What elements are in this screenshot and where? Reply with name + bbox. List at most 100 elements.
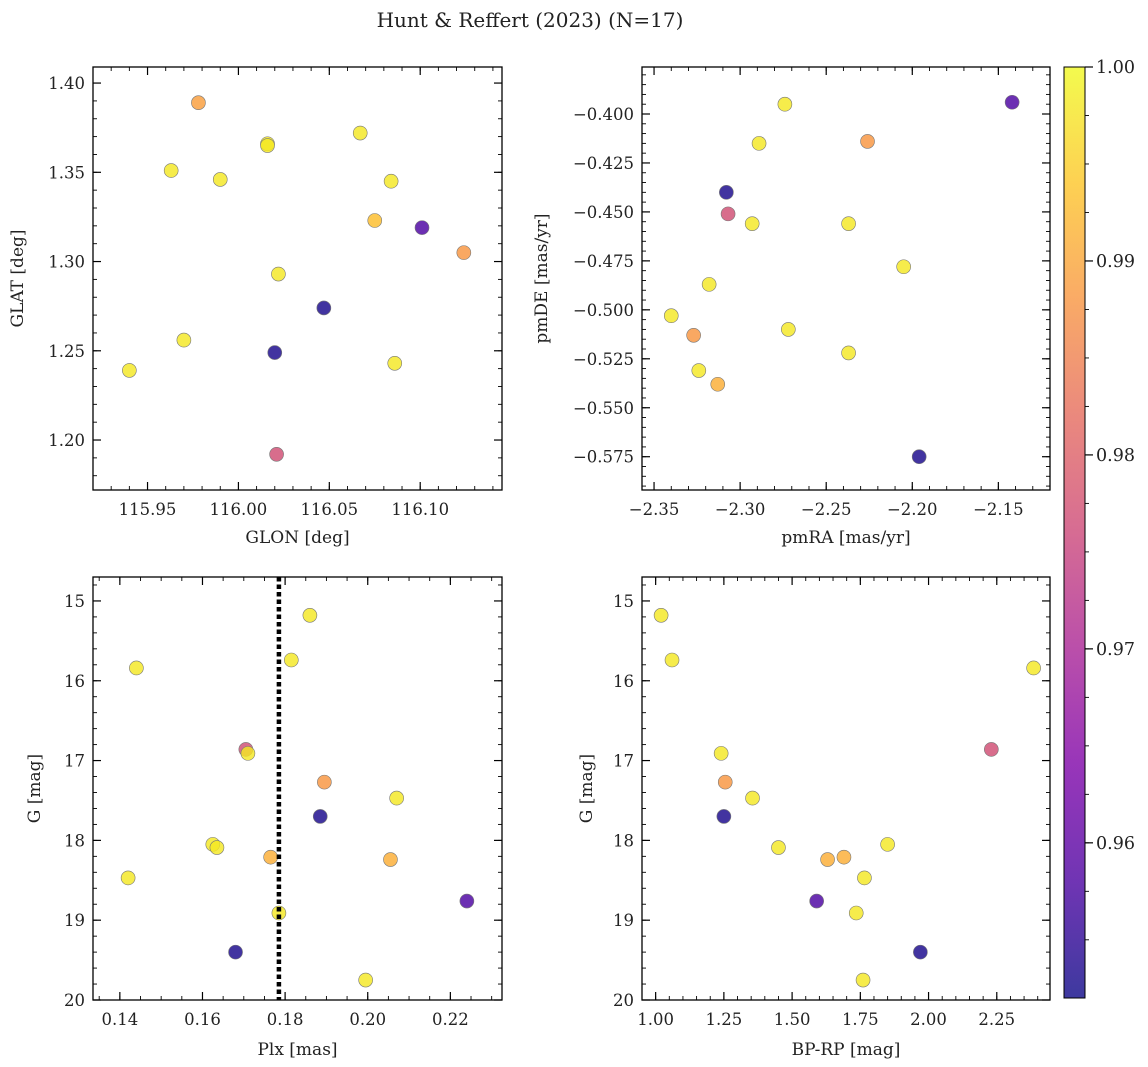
x-tick-label: 2.25	[978, 1010, 1015, 1029]
x-tick-label: 1.75	[842, 1010, 879, 1029]
scatter-point	[701, 277, 717, 292]
y-tick-label: −0.450	[573, 203, 634, 222]
scatter-point	[358, 972, 373, 988]
y-tick-label: −0.425	[573, 154, 634, 173]
scatter-point	[860, 134, 875, 149]
scatter-point	[913, 944, 928, 960]
y-axis-label: GLAT [deg]	[8, 229, 28, 327]
y-tick-label: 1.35	[48, 163, 85, 182]
panel-sky-position: 115.95 116.00 116.05 116.10 1.20 1.25 1.30 1.35…	[8, 66, 503, 548]
scatter-point	[240, 746, 256, 761]
colorbar-tick-label: 0.98	[1096, 446, 1135, 466]
y-tick-label: 1.20	[48, 431, 85, 450]
y-tick-label: 19	[64, 911, 85, 930]
scatter-point	[267, 345, 283, 360]
scatter-point	[691, 363, 707, 378]
x-tick-label: 116.05	[300, 500, 358, 519]
scatter-point	[120, 870, 136, 886]
figure-title: Hunt & Reffert (2023) (N=17)	[377, 8, 684, 32]
scatter-point	[383, 173, 399, 189]
scatter-point	[744, 216, 760, 231]
scatter-point	[686, 327, 701, 343]
x-tick-label: 115.95	[119, 500, 177, 519]
scatter-point	[777, 96, 793, 112]
scatter-point	[896, 259, 911, 275]
scatter-point	[129, 660, 144, 676]
y-tick-label: 1.25	[48, 342, 85, 361]
y-axis-label: G [mag]	[25, 754, 45, 823]
y-tick-label: 1.40	[48, 74, 85, 93]
scatter-point	[459, 893, 475, 909]
x-tick-label: 1.25	[705, 1010, 742, 1029]
scatter-point	[209, 840, 225, 855]
scatter-point	[751, 136, 767, 151]
scatter-point	[352, 125, 368, 141]
scatter-point	[269, 447, 284, 462]
scatter-point	[841, 216, 856, 231]
scatter-points	[120, 608, 475, 988]
scatter-point	[163, 163, 179, 178]
y-tick-label: 15	[64, 592, 85, 611]
colorbar-tick-label: 0.97	[1096, 640, 1135, 660]
scatter-point	[1004, 94, 1020, 110]
scatter-point	[456, 245, 472, 260]
panel-color-magnitude: 1.00 1.25 1.50 1.75 2.00 2.25 15 16 17 18 19 20 BP-R…	[577, 576, 1051, 1060]
scatter-point	[389, 790, 404, 806]
x-tick-label: −2.35	[629, 500, 680, 519]
x-tick-label: 0.14	[101, 1010, 138, 1029]
minor-ticks	[642, 67, 1051, 490]
scatter-point	[191, 95, 206, 110]
scatter-point	[820, 852, 835, 867]
x-axis-label: pmRA [mas/yr]	[781, 528, 910, 548]
colorbar-tick-label: 0.99	[1096, 252, 1135, 272]
y-tick-label: −0.525	[573, 350, 634, 369]
scatter-point	[880, 837, 895, 852]
x-tick-label: 116.00	[210, 500, 268, 519]
scatter-point	[836, 849, 852, 865]
scatter-point	[367, 213, 383, 228]
y-tick-label: −0.550	[573, 399, 634, 418]
scatter-point	[771, 840, 786, 855]
scatter-point	[716, 809, 732, 824]
y-axis-label: pmDE [mas/yr]	[532, 213, 552, 343]
scatter-point	[857, 870, 872, 886]
colorbar-tick-label: 0.96	[1096, 834, 1135, 854]
x-tick-label: 2.00	[910, 1010, 947, 1029]
x-tick-label: 1.00	[637, 1010, 674, 1029]
scatter-point	[316, 300, 332, 316]
scatter-point	[284, 652, 299, 668]
scatter-point	[176, 332, 192, 348]
scatter-point	[720, 206, 736, 222]
scatter-point	[781, 322, 796, 337]
scatter-point	[745, 790, 760, 806]
x-tick-label: 0.20	[349, 1010, 386, 1029]
y-tick-label: 16	[613, 672, 634, 691]
y-tick-label: −0.475	[573, 252, 634, 271]
scatter-point	[710, 376, 726, 392]
scatter-point	[260, 138, 275, 153]
scatter-point	[653, 608, 669, 623]
x-tick-label: −2.15	[973, 500, 1024, 519]
scatter-point	[271, 266, 286, 282]
scatter-point	[317, 774, 332, 790]
scatter-point	[713, 746, 729, 761]
axes-frame	[92, 66, 503, 491]
x-axis-label: GLON [deg]	[245, 528, 349, 548]
colorbar-frame	[1063, 66, 1086, 999]
scatter-point	[848, 905, 864, 921]
y-tick-label: 18	[613, 831, 634, 850]
axes-frame	[92, 576, 503, 1001]
scatter-point	[271, 905, 287, 921]
y-tick-label: 16	[64, 672, 85, 691]
scatter-points	[122, 95, 472, 462]
scatter-point	[228, 944, 243, 960]
minor-ticks	[641, 577, 1050, 1001]
panel-parallax-magnitude: 0.14 0.16 0.18 0.20 0.22 15 16 17 18 19 20 Plx [mas…	[25, 576, 503, 1060]
scatter-point	[312, 809, 328, 824]
scatter-point	[263, 849, 278, 865]
x-tick-label: 1.50	[774, 1010, 811, 1029]
scatter-point	[911, 449, 927, 465]
scatter-point	[809, 893, 824, 909]
scatter-point	[717, 774, 733, 790]
